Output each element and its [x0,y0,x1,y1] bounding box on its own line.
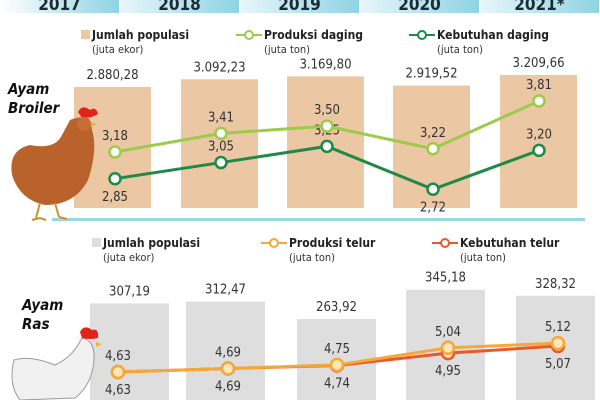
chart-broiler: 2.880,28 3.092,23 3.169,80 2.919,52 3.209,66… [52,56,585,221]
legend-label: Kebutuhan telur [460,236,560,250]
point-value-label: 4,69 [215,345,241,360]
point-value-label: 3,41 [208,110,234,125]
bar-2017 [90,303,169,400]
point-2017 [110,364,126,380]
point-2017 [108,172,122,186]
section-title-ras: Ayam Ras [22,296,64,333]
point-value-label: 4,63 [105,349,131,364]
legend-unit: (juta ton) [437,43,484,56]
legend-line-icon [236,30,262,40]
bar-value-label: 2.919,52 [405,67,457,82]
point-value-label: 5,12 [545,320,571,335]
bar-value-label: 312,47 [205,283,246,298]
point-2019 [320,119,334,133]
bar-value-label: 2.880,28 [86,68,138,83]
point-value-label: 3,18 [102,129,128,144]
year-2021: 2021* [480,0,600,15]
bar-value-label: 263,92 [316,300,357,315]
point-value-label: 3,50 [314,103,340,118]
point-value-label: 5,04 [435,325,461,340]
legend-label: Jumlah populasi [92,28,190,42]
point-value-label: 4,75 [324,342,350,357]
point-2018 [214,126,228,141]
year-2018: 2018 [120,0,240,15]
legend-unit: (juta ton) [264,43,311,56]
legend-label: Jumlah populasi [103,236,201,250]
point-value-label: 4,95 [435,364,461,379]
divider-line [478,218,585,221]
legend-label: Kebutuhan daging [437,28,550,42]
legend-unit: (juta ton) [289,251,336,264]
legend-ras-population: Jumlah populasi (juta ekor) [92,236,201,265]
point-2020 [426,142,440,156]
legend-meat-demand: Kebutuhan daging (juta ton) [409,28,550,57]
point-value-label: 4,63 [105,383,131,398]
bar-value-label: 3.169,80 [299,57,351,72]
bar-value-label: 307,19 [109,284,150,299]
divider-line [371,218,478,221]
point-value-label: 2,85 [102,190,128,205]
bar-value-label: 3.092,23 [193,60,245,75]
legend-swatch [92,238,101,247]
point-2020 [440,340,456,356]
legend-swatch [81,30,90,39]
year-2017: 2017 [0,0,120,15]
legend-unit: (juta ekor) [92,43,144,56]
legend-egg-production: Produksi telur (juta ton) [261,236,376,265]
point-2021* [532,94,546,108]
legend-egg-demand: Kebutuhan telur (juta ton) [432,236,560,265]
point-value-label: 3,20 [526,127,552,142]
bar-2018 [186,301,265,400]
legend-unit: (juta ton) [460,251,507,264]
legend-broiler-population: Jumlah populasi (juta ekor) [81,28,190,57]
point-2018 [220,361,236,376]
chart-ras: 307,19 312,47 263,92 345,18 328,32 4,63 4,69 4,… [90,271,595,400]
section-title-broiler: Ayam Broiler [8,80,60,117]
point-value-label: 2,72 [420,200,446,215]
legend-unit: (juta ekor) [103,251,155,264]
broiler-chicken-icon [11,107,98,221]
year-header: 2017 2018 2019 2020 2021* [0,0,600,15]
point-value-label: 3,22 [420,126,446,141]
point-value-label: 5,07 [545,357,571,372]
year-2019: 2019 [240,0,360,15]
legend-line-icon [432,238,458,248]
legend-meat-production: Produksi daging (juta ton) [236,28,363,57]
bar-2018 [181,79,258,208]
divider-line [52,218,159,221]
point-value-label: 3,81 [526,78,552,93]
ras-chicken-icon [11,327,102,400]
point-2017 [108,145,122,159]
point-value-label: 4,74 [324,377,350,392]
bar-value-label: 328,32 [535,277,576,292]
year-2020: 2020 [360,0,480,15]
point-value-label: 3,05 [208,140,234,155]
point-2019 [320,139,334,154]
bar-value-label: 345,18 [425,271,466,286]
point-2020 [426,182,440,197]
point-value-label: 4,69 [215,379,241,394]
point-2018 [214,155,228,170]
legend-line-icon [409,30,435,40]
legend-label: Produksi telur [289,236,376,250]
point-2021* [532,143,546,158]
bar-value-label: 3.209,66 [512,56,564,71]
point-2019 [329,357,345,373]
divider-line [265,218,372,221]
point-2021* [550,335,566,351]
divider-line [159,218,266,221]
legend-line-icon [261,238,287,248]
legend-label: Produksi daging [264,28,363,42]
